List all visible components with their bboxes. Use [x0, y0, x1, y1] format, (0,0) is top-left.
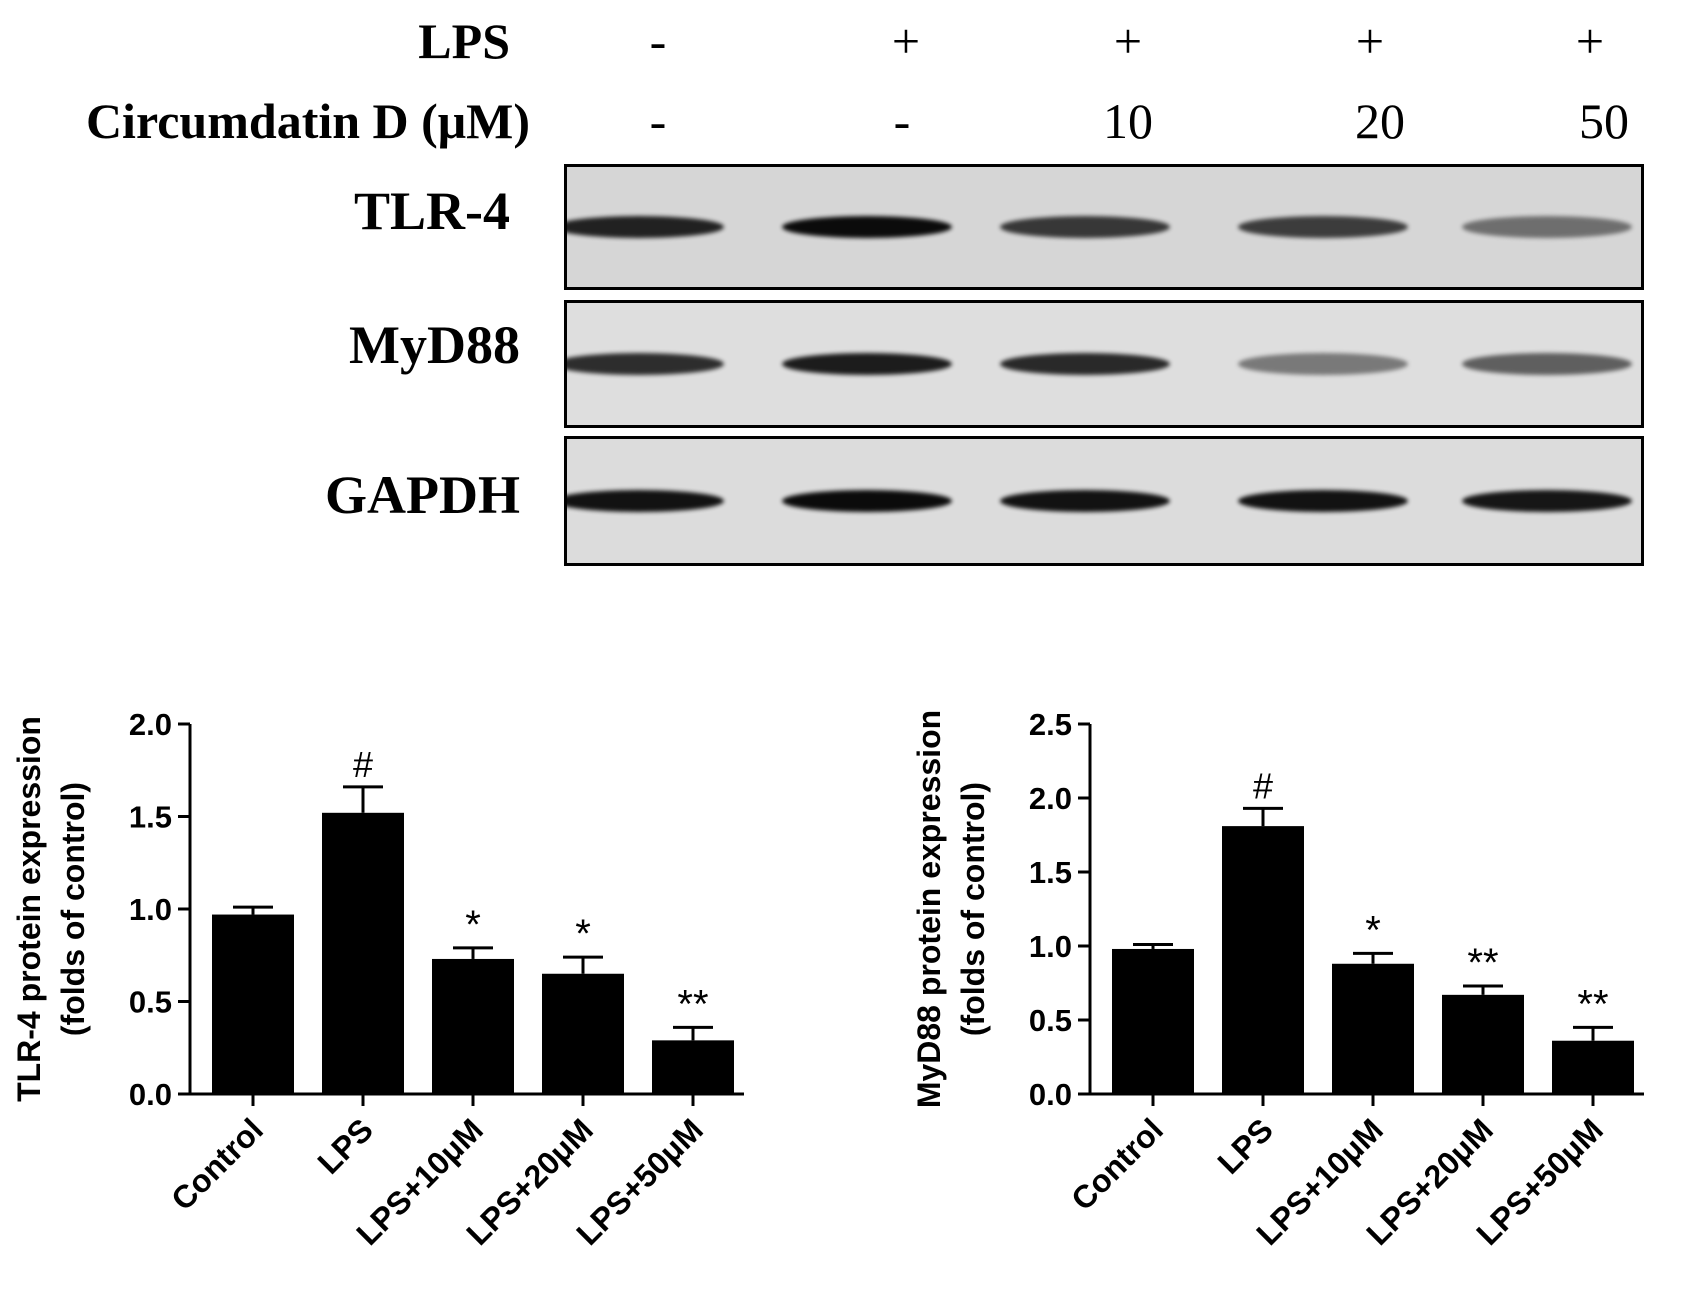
- significance-marker: #: [353, 744, 373, 785]
- y-tick-label: 1.0: [1029, 929, 1072, 964]
- bar: [542, 973, 624, 1094]
- x-tick-label: LPS: [1210, 1111, 1279, 1180]
- lps-value-lane-3: +: [1113, 13, 1143, 69]
- lps-value-lane-2: +: [891, 13, 921, 69]
- blot-band: [782, 353, 952, 375]
- circ-value-lane-5: 50: [1579, 93, 1629, 149]
- y-tick-label: 2.0: [1029, 781, 1072, 816]
- x-tick-label: LPS: [310, 1111, 379, 1180]
- lps-value-lane-5: +: [1575, 13, 1605, 69]
- lps-value-lane-1: -: [649, 13, 667, 69]
- x-tick-label: Control: [1064, 1111, 1170, 1217]
- bar: [1112, 948, 1194, 1094]
- blot-band: [567, 353, 724, 375]
- blot-strip-gapdh: [564, 436, 1644, 566]
- circ-value-lane-1: -: [649, 93, 667, 149]
- blot-band: [1462, 490, 1632, 512]
- bar: [432, 958, 514, 1094]
- circumdatin-row-label: Circumdatin D (μM): [85, 93, 530, 149]
- bar: [1222, 826, 1304, 1094]
- bar: [212, 914, 294, 1094]
- lps-row-label: LPS: [418, 13, 510, 69]
- y-tick-label: 2.5: [1029, 707, 1072, 742]
- blot-label-myd88: MyD88: [349, 315, 520, 375]
- bar: [1332, 963, 1414, 1094]
- blot-band: [1462, 216, 1632, 238]
- significance-marker: **: [1577, 982, 1608, 1026]
- blot-strip-myd88: [564, 300, 1644, 428]
- lps-value-lane-4: +: [1355, 13, 1385, 69]
- significance-marker: #: [1253, 765, 1273, 806]
- blot-label-tlr4: TLR-4: [353, 181, 510, 241]
- blot-label-gapdh: GAPDH: [325, 465, 520, 525]
- blot-band: [1238, 353, 1408, 375]
- blot-strip-tlr4: [564, 164, 1644, 290]
- circ-value-lane-3: 10: [1103, 93, 1153, 149]
- y-tick-label: 1.0: [129, 892, 172, 927]
- blot-band: [1000, 216, 1170, 238]
- y-tick-label: 0.0: [129, 1077, 172, 1112]
- significance-marker: *: [1365, 908, 1381, 952]
- bar: [322, 812, 404, 1094]
- y-tick-label: 0.5: [1029, 1003, 1072, 1038]
- blot-band: [1000, 490, 1170, 512]
- blot-band: [1462, 353, 1632, 375]
- blot-band: [1238, 216, 1408, 238]
- circ-value-lane-2: -: [893, 93, 911, 149]
- blot-band: [567, 490, 724, 512]
- circ-value-lane-4: 20: [1355, 93, 1405, 149]
- y-tick-label: 0.5: [129, 985, 172, 1020]
- y-tick-label: 2.0: [129, 707, 172, 742]
- y-axis-title: MyD88 protein expression: [911, 710, 947, 1108]
- significance-marker: *: [575, 912, 591, 956]
- significance-marker: **: [1467, 941, 1498, 985]
- y-axis-subtitle: (folds of control): [55, 782, 91, 1036]
- blot-band: [782, 216, 952, 238]
- bar: [652, 1040, 734, 1094]
- y-tick-label: 1.5: [129, 800, 172, 835]
- significance-marker: **: [677, 982, 708, 1026]
- y-tick-label: 1.5: [1029, 855, 1072, 890]
- significance-marker: *: [465, 903, 481, 947]
- bar: [1442, 994, 1524, 1094]
- blot-band: [1000, 353, 1170, 375]
- blot-band: [567, 216, 724, 238]
- y-tick-label: 0.0: [1029, 1077, 1072, 1112]
- y-axis-title: TLR-4 protein expression: [11, 716, 47, 1102]
- x-tick-label: Control: [164, 1111, 270, 1217]
- blot-band: [1238, 490, 1408, 512]
- bar: [1552, 1040, 1634, 1094]
- blot-band: [782, 490, 952, 512]
- y-axis-subtitle: (folds of control): [955, 782, 991, 1036]
